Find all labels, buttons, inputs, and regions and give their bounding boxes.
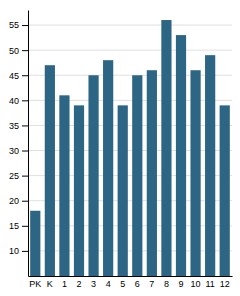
bar (59, 95, 69, 276)
x-tick: 7 (149, 276, 154, 289)
y-tick: 15 (9, 221, 28, 231)
y-axis-line (28, 11, 29, 277)
y-tick-mark (22, 125, 28, 126)
bar (205, 55, 215, 276)
x-tick: 1 (62, 276, 67, 289)
bar (161, 20, 171, 276)
grid (28, 25, 232, 251)
plot: 10152025303540455055PKK123456789101112 (9, 11, 233, 296)
x-tick: 5 (120, 276, 125, 289)
bar (118, 105, 128, 276)
x-tick-label: 4 (106, 279, 111, 289)
y-tick-mark (22, 226, 28, 227)
bar (147, 70, 157, 276)
x-tick-label: 10 (191, 279, 201, 289)
chart: 10152025303540455055PKK123456789101112 (0, 0, 240, 296)
y-tick: 35 (9, 121, 28, 131)
y-tick: 10 (9, 246, 28, 256)
x-axis-line (29, 276, 233, 277)
y-tick-label: 40 (9, 96, 19, 106)
grid-line (28, 150, 232, 151)
x-tick-label: K (47, 279, 53, 289)
grid-line (28, 200, 232, 201)
bar (30, 211, 40, 276)
x-tick-label: 8 (164, 279, 169, 289)
y-tick-label: 20 (9, 196, 19, 206)
grid-line (28, 175, 232, 176)
x-tick-label: 9 (178, 279, 183, 289)
y-tick-mark (22, 176, 28, 177)
y-tick-label: 15 (9, 221, 19, 231)
x-tick: 12 (220, 276, 230, 289)
x-tick: 10 (191, 276, 201, 289)
y-tick: 45 (9, 71, 28, 81)
bar (74, 105, 84, 276)
x-tick-label: 12 (220, 279, 230, 289)
grid-line (28, 100, 232, 101)
bar (132, 75, 142, 276)
chart-container: 10152025303540455055PKK123456789101112 (0, 0, 240, 296)
x-tick: 4 (106, 276, 111, 289)
y-tick-label: 45 (9, 71, 19, 81)
y-tick: 20 (9, 196, 28, 206)
y-tick-mark (22, 201, 28, 202)
x-tick-label: 1 (62, 279, 67, 289)
y-tick-label: 35 (9, 121, 19, 131)
x-tick-label: PK (29, 279, 41, 289)
x-tick: K (47, 276, 53, 289)
grid-line (28, 125, 232, 126)
y-axis: 10 15 20 25 30 35 40 45 50 55 (9, 11, 29, 277)
x-tick: 11 (205, 276, 214, 289)
bar (176, 35, 186, 276)
y-tick-mark (22, 25, 28, 26)
x-tick-label: 2 (76, 279, 81, 289)
bar (103, 60, 113, 276)
y-tick-label: 10 (9, 246, 19, 256)
y-tick: 50 (9, 46, 28, 56)
y-tick-mark (22, 100, 28, 101)
x-tick-label: 7 (149, 279, 154, 289)
y-tick: 30 (9, 146, 28, 156)
bar (45, 65, 55, 276)
y-tick-mark (22, 50, 28, 51)
x-tick: 9 (178, 276, 183, 289)
x-tick: 8 (164, 276, 169, 289)
y-tick-label: 25 (9, 171, 19, 181)
x-tick-label: 5 (120, 279, 125, 289)
bar (220, 105, 230, 276)
x-tick: 3 (91, 276, 96, 289)
y-tick-mark (22, 251, 28, 252)
x-tick: PK (29, 276, 41, 289)
x-tick: 2 (76, 276, 81, 289)
x-tick: 6 (135, 276, 140, 289)
y-tick-label: 55 (9, 20, 19, 30)
grid-line (28, 250, 232, 251)
y-tick-label: 50 (9, 46, 19, 56)
bar (190, 70, 200, 276)
grid-line (28, 75, 232, 76)
x-tick-label: 6 (135, 279, 140, 289)
y-tick: 40 (9, 96, 28, 106)
y-tick: 25 (9, 171, 28, 181)
x-tick-label: 11 (205, 279, 214, 289)
x-tick-label: 3 (91, 279, 96, 289)
grid-line (28, 25, 232, 26)
y-tick-mark (22, 75, 28, 76)
bars (30, 20, 230, 276)
y-tick-label: 30 (9, 146, 19, 156)
grid-line (28, 225, 232, 226)
x-axis: PKK123456789101112 (29, 276, 233, 289)
y-tick-mark (22, 151, 28, 152)
grid-line (28, 50, 232, 51)
bar (88, 75, 98, 276)
y-tick: 55 (9, 20, 28, 30)
